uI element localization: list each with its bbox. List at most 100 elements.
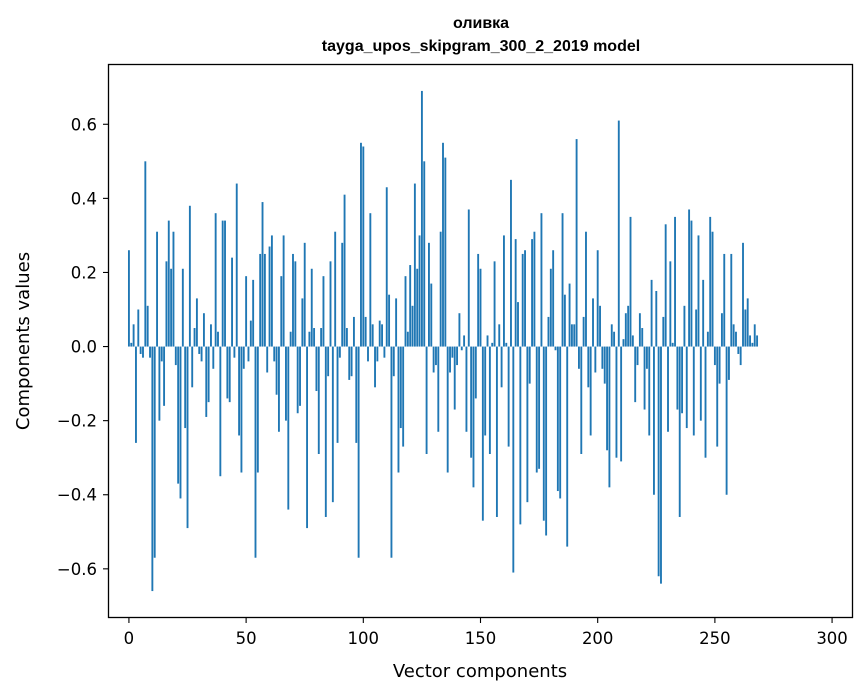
- bar: [416, 268, 419, 347]
- bar: [521, 253, 524, 347]
- bar: [179, 346, 182, 499]
- bar: [709, 216, 712, 347]
- bar: [538, 346, 541, 469]
- bar: [156, 231, 158, 347]
- bar: [641, 328, 644, 347]
- x-tick-label: 50: [236, 629, 257, 648]
- x-tick-label: 250: [699, 629, 731, 648]
- bar: [435, 346, 437, 366]
- bar: [313, 328, 316, 347]
- x-tick-label: 0: [124, 629, 135, 648]
- bar: [685, 346, 688, 429]
- bar: [195, 298, 198, 347]
- bar: [301, 298, 304, 347]
- bar: [153, 346, 156, 558]
- bar: [585, 231, 587, 347]
- y-tick-label: 0.0: [71, 338, 97, 357]
- bar: [582, 316, 585, 347]
- bar: [184, 346, 187, 429]
- bar: [331, 346, 334, 503]
- bar: [601, 346, 604, 369]
- bar: [744, 309, 747, 347]
- bar: [573, 324, 576, 347]
- bar: [224, 220, 226, 347]
- bar: [631, 335, 634, 347]
- bar: [753, 324, 756, 347]
- bar: [139, 346, 142, 354]
- bar: [554, 346, 557, 351]
- bar: [437, 346, 440, 432]
- bar: [235, 183, 238, 347]
- bar: [561, 213, 564, 347]
- bar: [277, 346, 280, 432]
- bar: [552, 250, 555, 347]
- bar: [488, 346, 491, 454]
- bar: [542, 346, 545, 521]
- bar: [528, 346, 531, 384]
- bar: [428, 242, 430, 347]
- bar: [545, 346, 548, 536]
- bar: [547, 316, 550, 347]
- bar: [432, 346, 435, 373]
- bar: [172, 231, 175, 347]
- bar: [343, 194, 346, 347]
- bar: [144, 161, 147, 347]
- bar: [549, 268, 552, 347]
- bar: [444, 157, 447, 347]
- bar: [531, 239, 534, 347]
- bar: [578, 346, 580, 369]
- bar: [498, 324, 501, 347]
- bar: [245, 276, 248, 347]
- bar: [158, 346, 161, 421]
- bar: [282, 235, 285, 347]
- bar: [362, 146, 365, 347]
- bar: [481, 346, 484, 521]
- bar: [193, 328, 196, 347]
- bar: [221, 220, 224, 347]
- bar: [599, 305, 601, 347]
- bar: [238, 346, 241, 436]
- bar: [720, 313, 723, 347]
- bar: [608, 346, 611, 488]
- bar: [442, 142, 444, 347]
- bar: [341, 242, 344, 347]
- bar: [706, 331, 709, 347]
- bar: [374, 346, 376, 388]
- bar: [674, 216, 676, 347]
- bar: [728, 346, 730, 380]
- bar: [149, 346, 151, 358]
- bar: [620, 346, 623, 462]
- bar: [174, 346, 177, 366]
- bar: [655, 290, 658, 347]
- x-tick-label: 100: [348, 629, 380, 648]
- bar: [681, 346, 684, 414]
- bar: [648, 346, 651, 436]
- bar: [240, 346, 243, 473]
- bar: [493, 261, 496, 347]
- bar: [460, 346, 463, 351]
- bar: [657, 346, 660, 577]
- bar: [756, 335, 759, 347]
- bar: [660, 346, 662, 584]
- bar: [355, 346, 358, 443]
- bar: [603, 346, 606, 384]
- bar: [697, 235, 700, 347]
- bar: [388, 294, 391, 347]
- bar: [746, 298, 749, 347]
- bar: [690, 220, 693, 347]
- bar: [491, 342, 494, 347]
- bar: [306, 346, 308, 529]
- bar: [718, 346, 721, 384]
- bar: [446, 346, 449, 473]
- bar: [165, 261, 168, 347]
- bar: [270, 235, 273, 347]
- bar: [413, 183, 416, 347]
- bar: [292, 253, 294, 347]
- bar: [692, 346, 695, 436]
- bar: [296, 346, 299, 414]
- bar: [556, 346, 559, 492]
- bar: [294, 261, 297, 347]
- bar: [470, 346, 473, 458]
- bar: [350, 346, 353, 377]
- y-axis-label: Components values: [13, 252, 34, 430]
